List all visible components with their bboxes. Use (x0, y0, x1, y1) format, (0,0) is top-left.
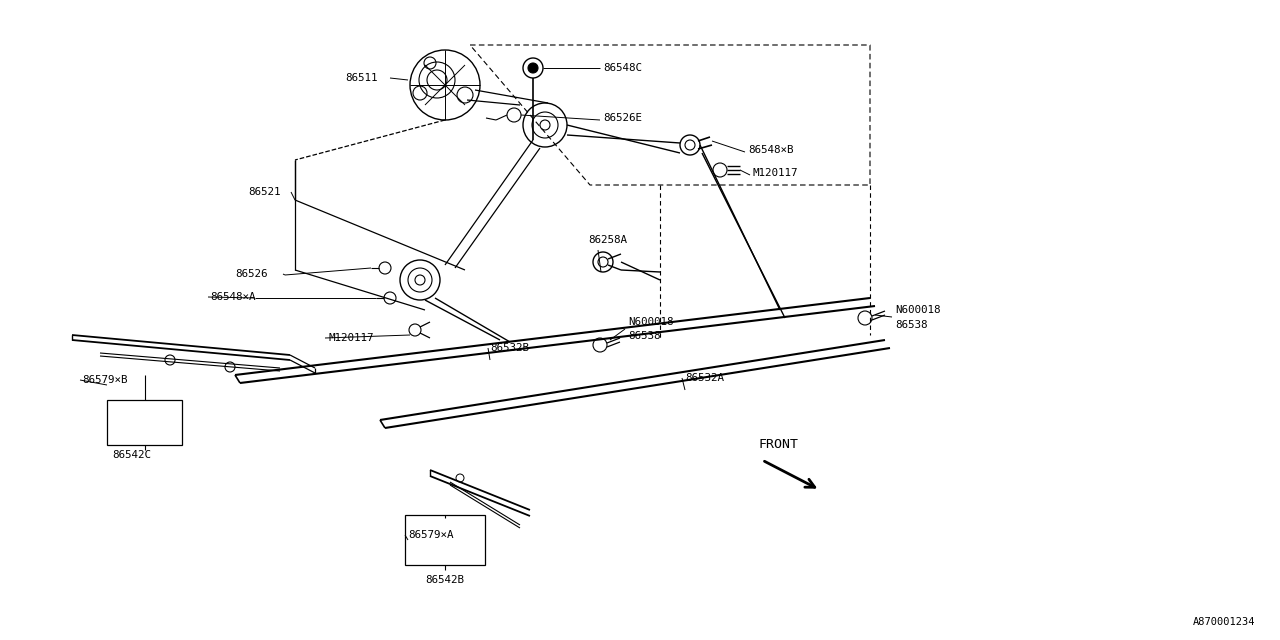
Text: 86511: 86511 (346, 73, 378, 83)
Text: N600018: N600018 (628, 317, 673, 327)
Text: A870001234: A870001234 (1193, 617, 1254, 627)
Text: 86526: 86526 (236, 269, 268, 279)
Bar (404, 515, 485, 565)
Text: 86526E: 86526E (603, 113, 643, 123)
Text: 86579×B: 86579×B (82, 375, 128, 385)
Text: 86538: 86538 (628, 331, 660, 341)
Text: 86579×A: 86579×A (408, 530, 453, 540)
Text: 86548C: 86548C (603, 63, 643, 73)
Text: 86532A: 86532A (685, 373, 724, 383)
Text: 86258A: 86258A (588, 235, 627, 245)
Text: M120117: M120117 (328, 333, 374, 343)
Circle shape (529, 63, 538, 73)
Text: 86542C: 86542C (113, 450, 151, 460)
Text: 86532B: 86532B (490, 343, 529, 353)
Text: 86521: 86521 (248, 187, 280, 197)
Text: 86538: 86538 (895, 320, 928, 330)
Text: 86542B: 86542B (425, 575, 465, 585)
Text: 86548×A: 86548×A (210, 292, 256, 302)
Text: M120117: M120117 (753, 168, 797, 178)
Text: 86548×B: 86548×B (748, 145, 794, 155)
Text: FRONT: FRONT (758, 438, 797, 451)
Bar (108, 400, 182, 445)
Text: N600018: N600018 (895, 305, 941, 315)
